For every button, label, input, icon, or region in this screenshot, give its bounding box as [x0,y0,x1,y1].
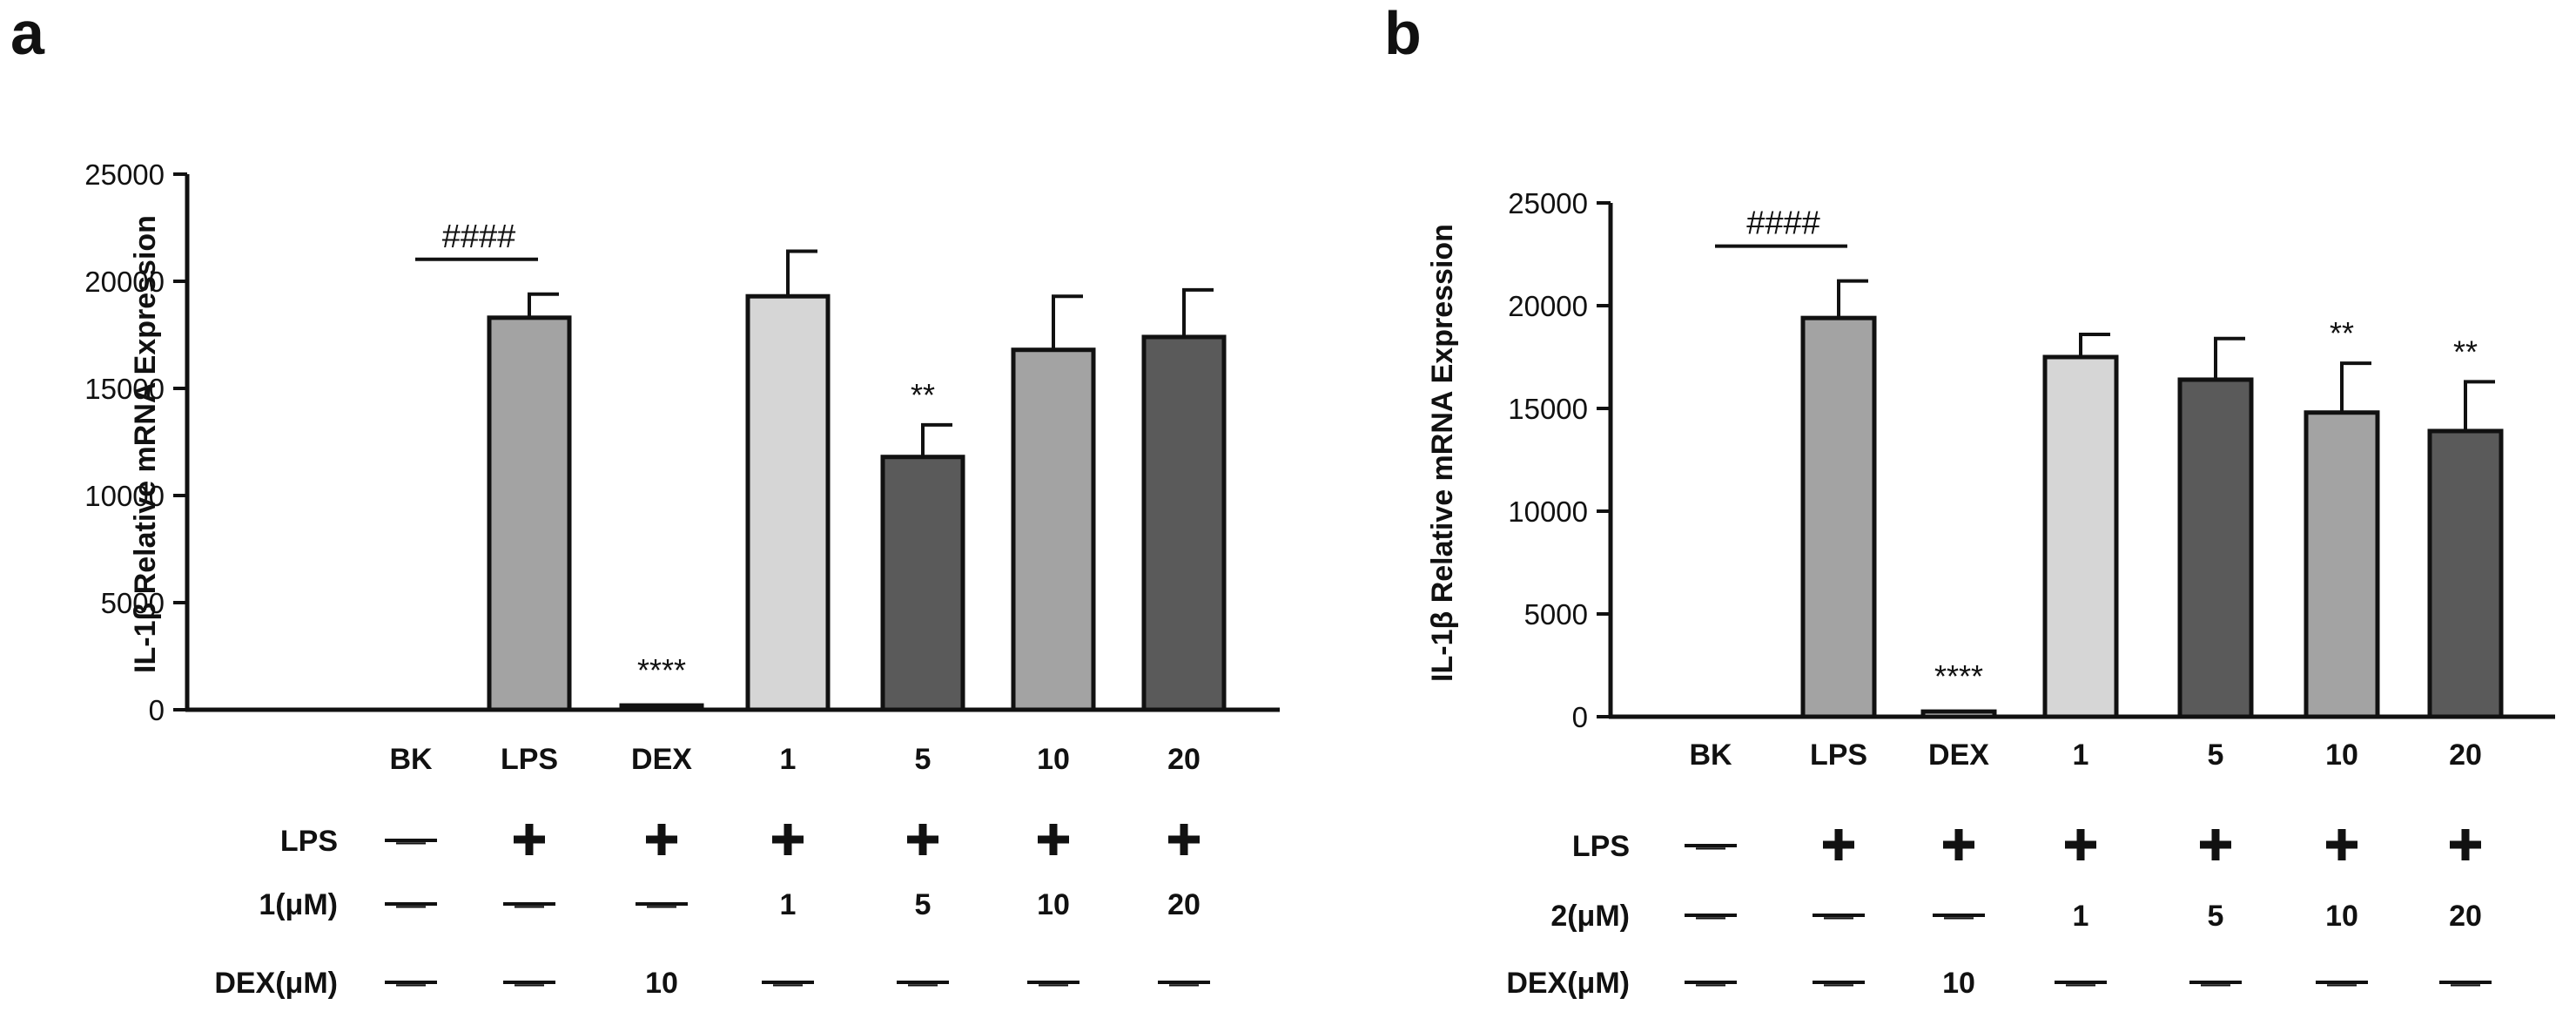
chart-panel-a: a IL-1β Relative mRNA Expression 0 5000 1000… [10,0,1280,1000]
treatment-row-label: 1(μM) [259,888,338,921]
treatment-cell-value: 1 [2073,900,2089,933]
significance-marker: **** [637,652,686,688]
y-tick-label: 20000 [1508,290,1588,322]
category-label-lps: LPS [1810,738,1867,772]
bar-dex [619,703,704,712]
significance-bracket-label: #### [1746,206,1820,242]
bar-lps [1800,315,1877,719]
y-tick-label: 25000 [1508,187,1588,219]
bar-10 [2304,410,2380,719]
bar-5 [2177,377,2254,719]
y-tick-label: 5000 [101,587,165,619]
treatment-cell-value: 10 [2325,900,2358,933]
category-label-dex: DEX [1928,738,1989,772]
y-tick-label: 15000 [84,373,165,405]
category-label-10: 10 [1037,743,1070,776]
y-tick-label: 0 [149,694,165,726]
treatment-cell-value: 10 [645,967,678,1000]
chart-panel-b: b IL-1β Relative mRNA Expression 0 5000 1000… [1384,0,2555,1000]
treatment-row-label: LPS [280,825,338,858]
category-label-5: 5 [2208,738,2224,772]
category-label-dex: DEX [631,743,692,776]
treatment-row-label: 2(μM) [1550,900,1630,933]
panel-label: a [10,0,45,67]
category-label-1: 1 [780,743,797,776]
treatment-cell-value: 20 [2449,900,2482,933]
bar-20 [1141,334,1227,712]
y-tick-label: 5000 [1524,598,1588,631]
y-axis-title: IL-1β Relative mRNA Expression [129,215,162,673]
treatment-cell-value: 5 [2208,900,2224,933]
panel-label: b [1384,0,1422,67]
treatment-cell-value: 20 [1167,888,1201,921]
treatment-row-label: LPS [1572,830,1630,863]
significance-marker: ** [2453,334,2478,369]
significance-bracket-label: #### [442,219,516,255]
category-label-lps: LPS [501,743,558,776]
y-tick-label: 0 [1572,701,1588,733]
y-tick-label: 10000 [1508,496,1588,528]
y-tick-label: 10000 [84,480,165,512]
category-label-bk: BK [389,743,433,776]
bar-20 [2427,428,2504,719]
significance-marker: ** [2330,315,2354,351]
significance-marker: ** [911,377,935,413]
category-label-20: 20 [1167,743,1201,776]
bar-lps [487,315,572,712]
treatment-cell-value: 1 [780,888,797,921]
treatment-cell-value: 5 [915,888,932,921]
category-label-20: 20 [2449,738,2482,772]
treatment-row-label: DEX(μM) [1506,967,1630,1000]
bar-dex [1920,709,1997,719]
y-tick-label: 20000 [84,266,165,298]
category-label-10: 10 [2325,738,2358,772]
bar-1 [2042,354,2119,719]
significance-marker: **** [1934,658,1983,694]
treatment-cell-value: 10 [1942,967,1975,1000]
y-axis-title: IL-1β Relative mRNA Expression [1426,224,1459,682]
y-tick-label: 15000 [1508,393,1588,425]
y-tick-label: 25000 [84,158,165,191]
category-label-5: 5 [915,743,932,776]
category-label-bk: BK [1689,738,1732,772]
category-label-1: 1 [2073,738,2089,772]
treatment-cell-value: 10 [1037,888,1070,921]
bar-5 [880,455,965,712]
bar-10 [1011,347,1096,712]
bar-1 [745,293,831,712]
treatment-row-label: DEX(μM) [214,967,338,1000]
